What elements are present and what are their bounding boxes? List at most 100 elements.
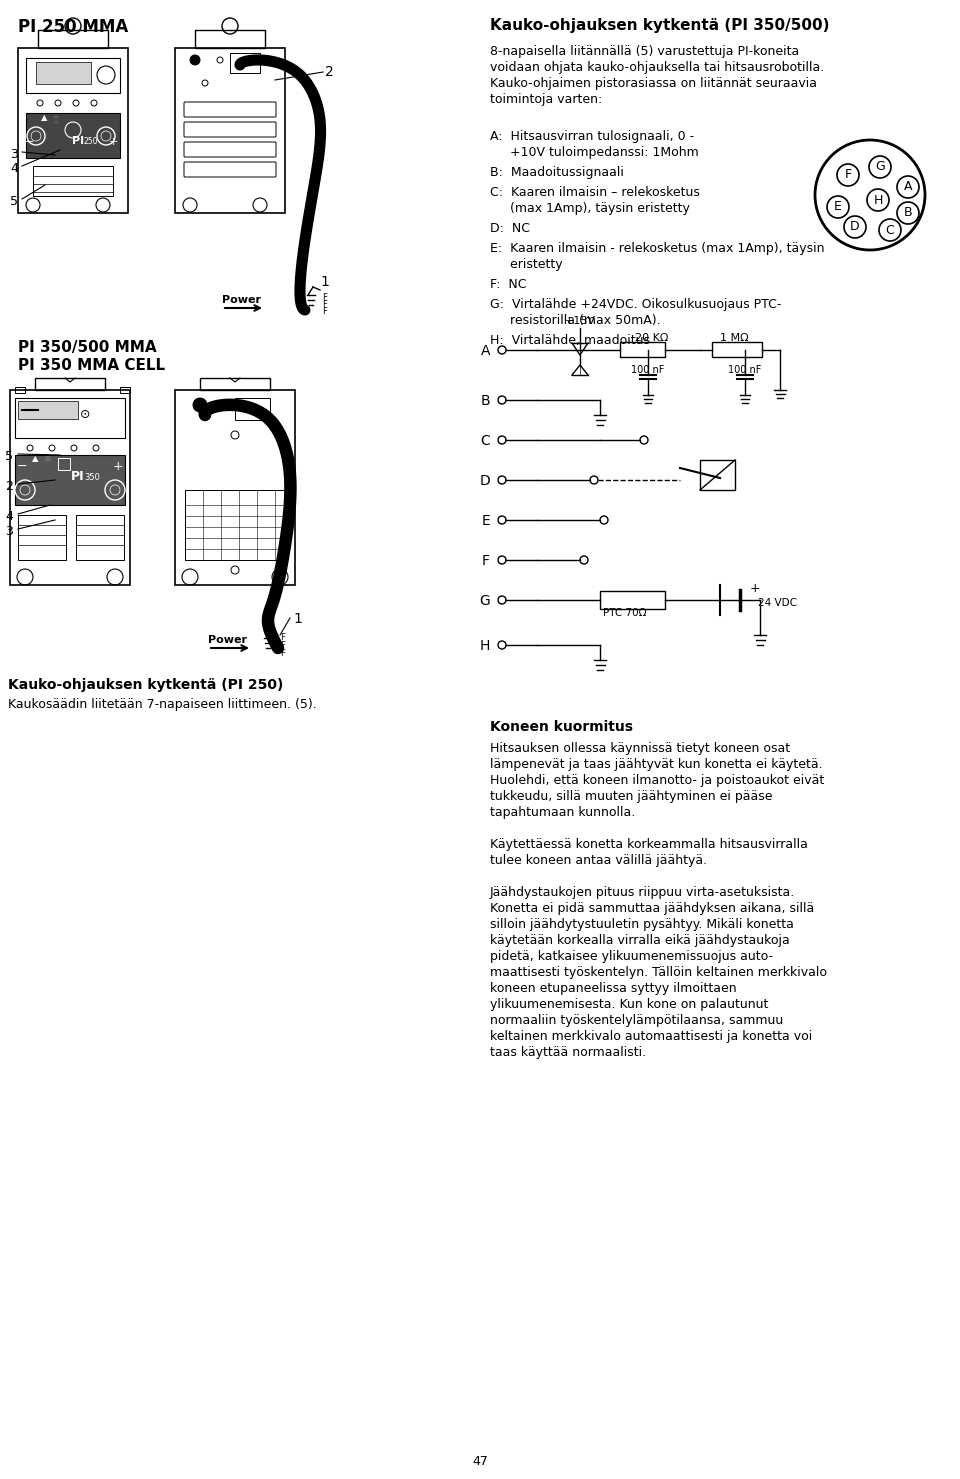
Text: D: D	[479, 473, 490, 488]
Text: A: A	[903, 180, 912, 194]
Text: 4: 4	[5, 510, 12, 524]
Text: tapahtumaan kunnolla.: tapahtumaan kunnolla.	[490, 806, 636, 819]
Text: F: F	[845, 169, 852, 182]
Text: C:  Kaaren ilmaisin – relekosketus: C: Kaaren ilmaisin – relekosketus	[490, 186, 700, 200]
Text: PI 350/500 MMA: PI 350/500 MMA	[18, 340, 156, 355]
Text: A: A	[481, 345, 490, 358]
Text: silloin jäähdytystuuletin pysähtyy. Mikäli konetta: silloin jäähdytystuuletin pysähtyy. Mikä…	[490, 918, 794, 930]
Text: Power: Power	[222, 294, 261, 305]
Text: ⬛: ⬛	[54, 115, 59, 121]
Bar	[58, 458, 70, 470]
Bar	[620, 342, 665, 356]
Text: normaaliin työskentelylämpötilaansa, sammuu: normaaliin työskentelylämpötilaansa, sam…	[490, 1015, 783, 1026]
Text: G: G	[876, 161, 885, 173]
Bar	[230, 53, 260, 72]
Text: 5: 5	[5, 450, 13, 463]
Text: Kauko-ohjaimen pistorasiassa on liitännät seuraavia: Kauko-ohjaimen pistorasiassa on liitännä…	[490, 77, 817, 90]
Text: F: F	[280, 649, 285, 658]
Text: +: +	[108, 138, 118, 146]
Bar	[235, 398, 270, 420]
Text: Kaukosäädin liitetään 7-napaiseen liittimeen. (5).: Kaukosäädin liitetään 7-napaiseen liitti…	[8, 698, 317, 711]
Text: 5: 5	[10, 195, 18, 209]
Text: tulee koneen antaa välillä jäähtyä.: tulee koneen antaa välillä jäähtyä.	[490, 853, 708, 867]
Text: D:  NC: D: NC	[490, 222, 530, 235]
Text: Konetta ei pidä sammuttaa jäähdyksen aikana, sillä: Konetta ei pidä sammuttaa jäähdyksen aik…	[490, 902, 814, 916]
Text: +10V tuloimpedanssi: 1Mohm: +10V tuloimpedanssi: 1Mohm	[490, 146, 699, 160]
Text: B: B	[480, 393, 490, 408]
Text: 100 nF: 100 nF	[729, 365, 761, 376]
Text: Koneen kuormitus: Koneen kuormitus	[490, 720, 633, 734]
Text: PI 250 MMA: PI 250 MMA	[18, 18, 129, 35]
Text: C: C	[480, 433, 490, 448]
Text: Huolehdi, että koneen ilmanotto- ja poistoaukot eivät: Huolehdi, että koneen ilmanotto- ja pois…	[490, 774, 825, 787]
Text: ▲: ▲	[32, 454, 38, 463]
Text: F: F	[322, 308, 326, 317]
Bar	[26, 58, 120, 93]
Text: 47: 47	[472, 1455, 488, 1469]
Bar	[26, 112, 120, 158]
Text: 3: 3	[10, 148, 18, 161]
Text: ⊞: ⊞	[44, 456, 50, 461]
Text: 350: 350	[84, 472, 100, 482]
Text: B: B	[903, 207, 912, 219]
Text: 2: 2	[325, 65, 334, 78]
Bar	[15, 398, 125, 438]
Text: C: C	[886, 223, 895, 237]
Text: F: F	[322, 300, 326, 309]
Bar	[712, 342, 762, 356]
Text: F: F	[280, 633, 285, 642]
Text: Kauko-ohjauksen kytkentä (PI 350/500): Kauko-ohjauksen kytkentä (PI 350/500)	[490, 18, 829, 33]
Text: F: F	[482, 555, 490, 568]
Text: voidaan ohjata kauko-ohjauksella tai hitsausrobotilla.: voidaan ohjata kauko-ohjauksella tai hit…	[490, 61, 825, 74]
Text: 1: 1	[293, 612, 301, 626]
Text: Käytettäessä konetta korkeammalla hitsausvirralla: Käytettäessä konetta korkeammalla hitsau…	[490, 839, 808, 850]
Text: E:  Kaaren ilmaisin - relekosketus (max 1Amp), täysin: E: Kaaren ilmaisin - relekosketus (max 1…	[490, 243, 825, 254]
Text: H: H	[480, 639, 490, 654]
Text: D: D	[851, 220, 860, 234]
Text: E: E	[834, 201, 842, 213]
Bar	[120, 387, 130, 393]
Text: 250: 250	[84, 136, 98, 145]
Text: A:  Hitsausvirran tulosignaali, 0 -: A: Hitsausvirran tulosignaali, 0 -	[490, 130, 694, 143]
Text: tukkeudu, sillä muuten jäähtyminen ei pääse: tukkeudu, sillä muuten jäähtyminen ei pä…	[490, 790, 773, 803]
Text: 2: 2	[5, 481, 12, 493]
Text: G: G	[479, 595, 490, 608]
Text: toimintoja varten:: toimintoja varten:	[490, 93, 602, 106]
Text: Jäähdystaukojen pituus riippuu virta-asetuksista.: Jäähdystaukojen pituus riippuu virta-ase…	[490, 886, 795, 899]
Text: 1 MΩ: 1 MΩ	[720, 333, 749, 343]
Text: −: −	[16, 460, 27, 473]
Text: 1: 1	[320, 275, 329, 288]
Text: 3: 3	[5, 525, 12, 538]
Text: 24 VDC: 24 VDC	[758, 598, 797, 608]
Text: PTC 70Ω: PTC 70Ω	[603, 608, 647, 618]
Bar	[15, 387, 25, 393]
Text: pidetä, katkaisee ylikuumenemissuojus auto-: pidetä, katkaisee ylikuumenemissuojus au…	[490, 950, 773, 963]
Text: 100 nF: 100 nF	[632, 365, 664, 376]
Circle shape	[193, 398, 207, 413]
Text: G:  Virtalähde +24VDC. Oikosulkusuojaus PTC-: G: Virtalähde +24VDC. Oikosulkusuojaus P…	[490, 297, 781, 311]
Text: PI: PI	[72, 136, 84, 146]
Text: H: H	[874, 194, 882, 207]
Bar	[15, 456, 125, 504]
Bar	[33, 166, 113, 197]
Text: lämpenevät ja taas jäähtyvät kun konetta ei käytetä.: lämpenevät ja taas jäähtyvät kun konetta…	[490, 759, 823, 771]
Text: maattisesti työskentelyn. Tällöin keltainen merkkivalo: maattisesti työskentelyn. Tällöin keltai…	[490, 966, 827, 979]
Text: ⊙: ⊙	[80, 408, 90, 422]
Text: 4: 4	[10, 163, 18, 175]
Text: +: +	[112, 460, 123, 473]
Text: PI 350 MMA CELL: PI 350 MMA CELL	[18, 358, 165, 373]
Circle shape	[190, 55, 200, 65]
Bar	[700, 460, 735, 490]
Text: 20 KΩ: 20 KΩ	[635, 333, 668, 343]
Text: −: −	[25, 138, 35, 146]
Bar	[18, 401, 78, 419]
Text: taas käyttää normaalisti.: taas käyttää normaalisti.	[490, 1046, 646, 1059]
Text: PI: PI	[71, 470, 84, 484]
Text: +15V: +15V	[564, 317, 595, 325]
Bar	[185, 490, 285, 561]
Bar	[600, 592, 665, 609]
Text: koneen etupaneelissa syttyy ilmoittaen: koneen etupaneelissa syttyy ilmoittaen	[490, 982, 736, 995]
Text: +: +	[750, 583, 760, 595]
Text: ▲: ▲	[40, 112, 47, 121]
Text: Kauko-ohjauksen kytkentä (PI 250): Kauko-ohjauksen kytkentä (PI 250)	[8, 677, 283, 692]
